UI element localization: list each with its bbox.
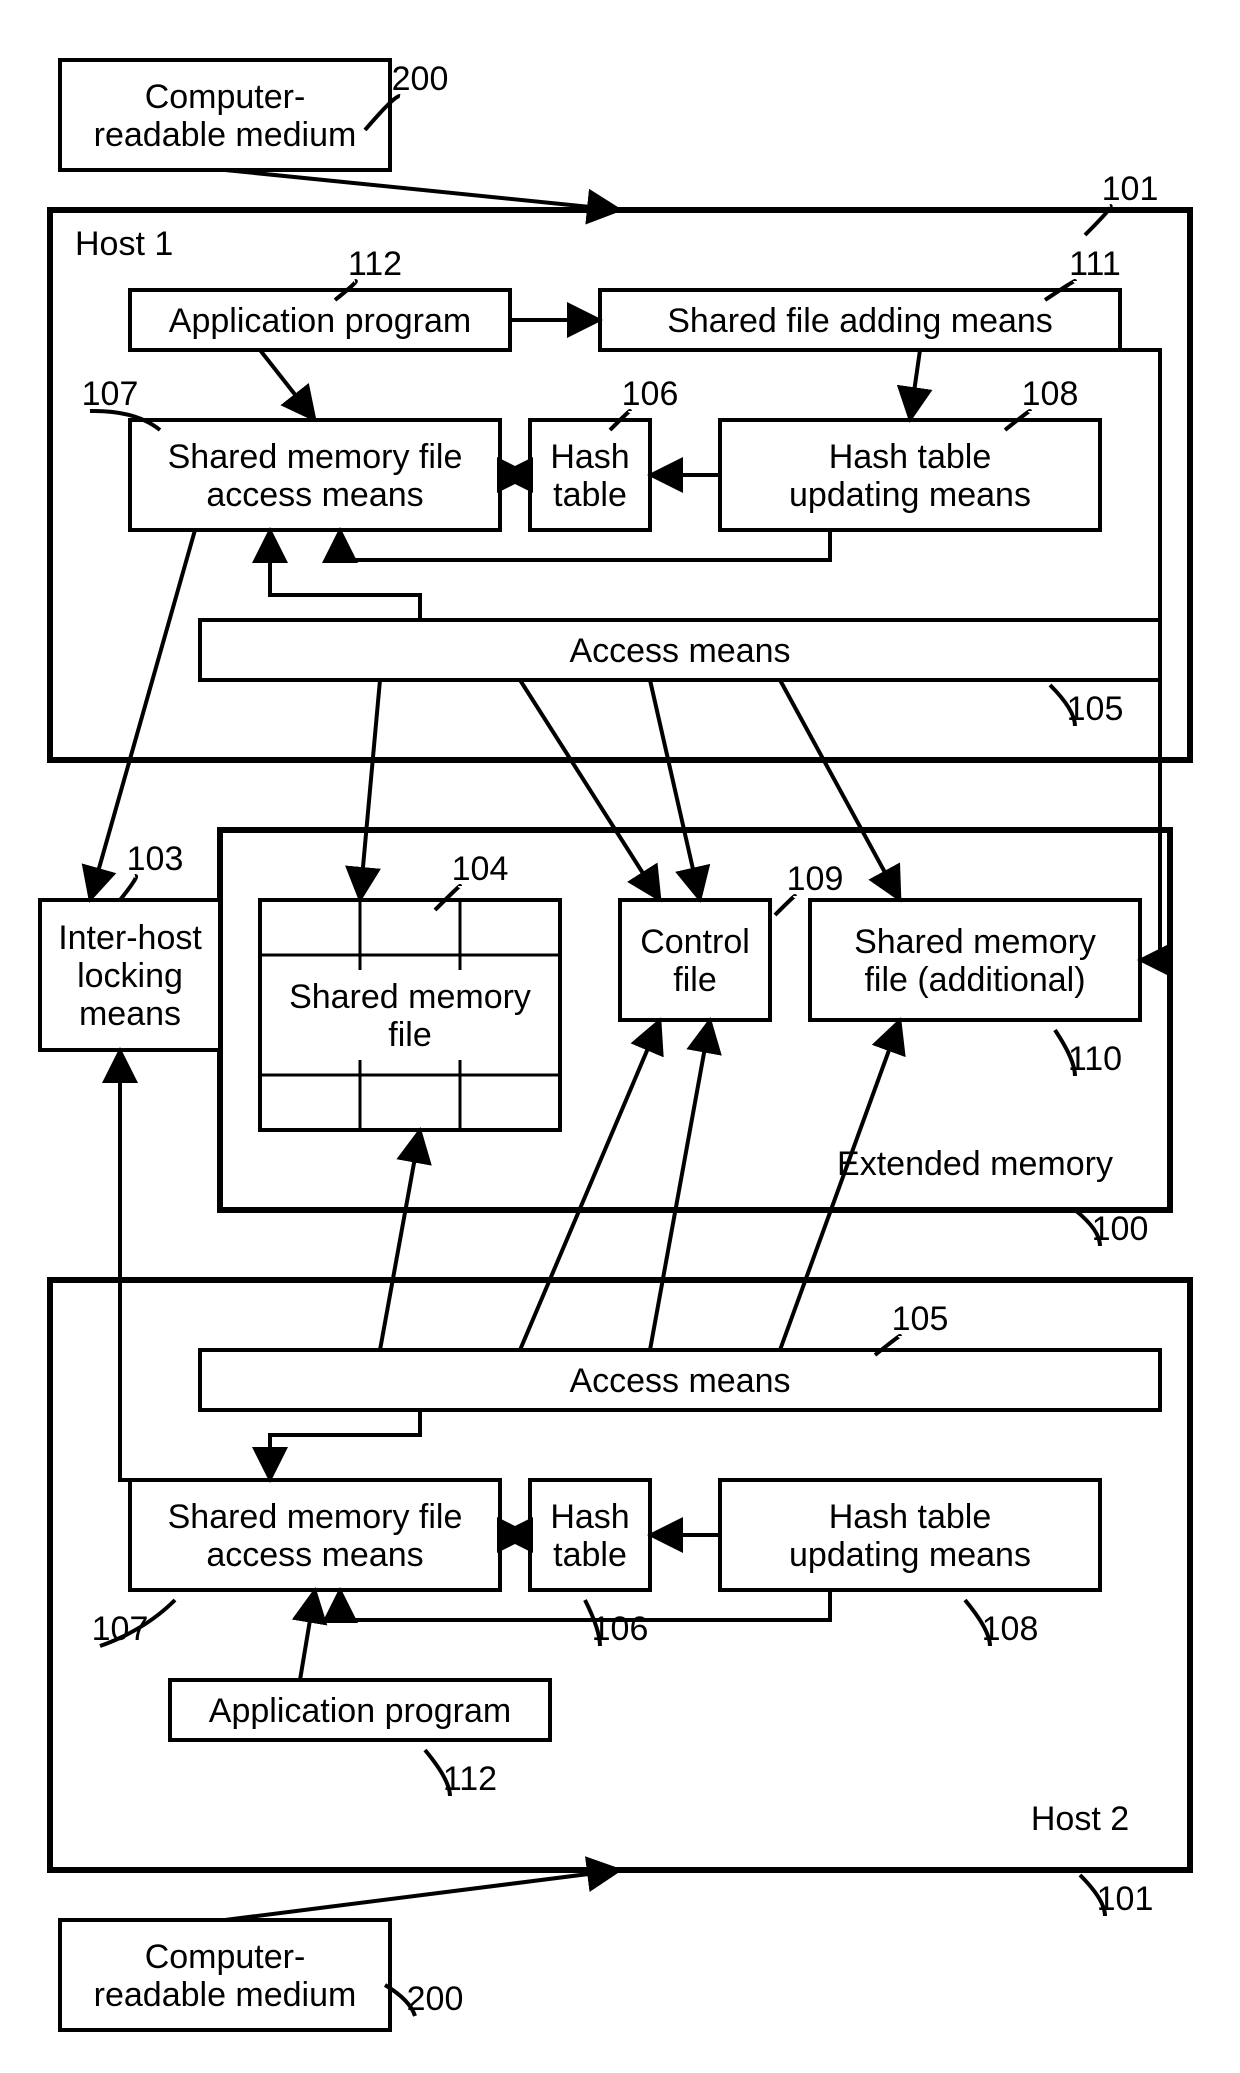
edge-0 — [225, 170, 620, 210]
smf-label: Shared memory — [289, 978, 531, 1016]
app2-label: Application program — [209, 1692, 511, 1730]
ref-9: 104 — [452, 850, 509, 888]
smfa1-label: access means — [206, 476, 423, 514]
ref-leader-10 — [775, 896, 795, 915]
htu1-label: Hash table — [829, 438, 992, 476]
host1-label: Host 1 — [75, 225, 173, 263]
ref-2: 112 — [348, 245, 402, 283]
crm_top-label: Computer- — [145, 78, 306, 116]
ref-19: Host 2 — [1031, 1800, 1129, 1838]
diagram-canvas: Computer-readable medium Host 1 Applicatio… — [0, 0, 1240, 2073]
ref-14: 105 — [892, 1300, 949, 1338]
htu1-label: updating means — [789, 476, 1031, 514]
crm_bot-label: readable medium — [94, 1976, 357, 2014]
lock-label: Inter-host — [58, 919, 202, 957]
app1-label: Application program — [169, 302, 471, 340]
ctrl-label: file — [673, 961, 716, 999]
smf-label: file — [388, 1016, 431, 1054]
ref-4: 107 — [82, 375, 139, 413]
ref-leader-8 — [120, 876, 136, 900]
ref-6: 108 — [1022, 375, 1079, 413]
ref-3: 111 — [1069, 245, 1121, 283]
ref-8: 103 — [127, 840, 184, 878]
htu2-label: updating means — [789, 1536, 1031, 1574]
smf_add-label: file (additional) — [864, 961, 1085, 999]
lock-label: means — [79, 995, 181, 1033]
edge-8 — [340, 530, 830, 560]
smfa2-label: access means — [206, 1536, 423, 1574]
hash1-label: Hash — [550, 438, 629, 476]
hash2-label: Hash — [550, 1498, 629, 1536]
edge-22 — [300, 1590, 315, 1680]
hash1-label: table — [553, 476, 627, 514]
edge-19 — [340, 1590, 830, 1620]
edge-7 — [270, 530, 420, 620]
ref-0: 200 — [392, 60, 449, 98]
hash2-label: table — [553, 1536, 627, 1574]
smfa2-label: Shared memory file — [168, 1498, 463, 1536]
edge-17 — [780, 1020, 900, 1350]
access2-label: Access means — [569, 1362, 790, 1400]
lock-label: locking — [77, 957, 183, 995]
edge-3 — [910, 350, 920, 420]
ref-5: 106 — [622, 375, 679, 413]
edge-18 — [270, 1410, 420, 1480]
edge-23 — [120, 1050, 200, 1480]
ctrl-label: Control — [640, 923, 750, 961]
edge-24 — [225, 1870, 620, 1920]
edge-11 — [650, 680, 700, 900]
crm_top-label: readable medium — [94, 116, 357, 154]
ref-12: Extended memory — [837, 1145, 1113, 1183]
ref-10: 109 — [787, 860, 844, 898]
edge-9 — [360, 680, 380, 900]
edge-14 — [380, 1130, 420, 1350]
smfa1-label: Shared memory file — [168, 438, 463, 476]
edge-16 — [650, 1020, 710, 1350]
sfam-label: Shared file adding means — [667, 302, 1053, 340]
edge-10 — [520, 680, 660, 900]
edge-2 — [260, 350, 315, 420]
ref-1: 101 — [1102, 170, 1159, 208]
smf_add-label: Shared memory — [854, 923, 1096, 961]
htu2-label: Hash table — [829, 1498, 992, 1536]
crm_bot-label: Computer- — [145, 1938, 306, 1976]
access1-label: Access means — [569, 632, 790, 670]
